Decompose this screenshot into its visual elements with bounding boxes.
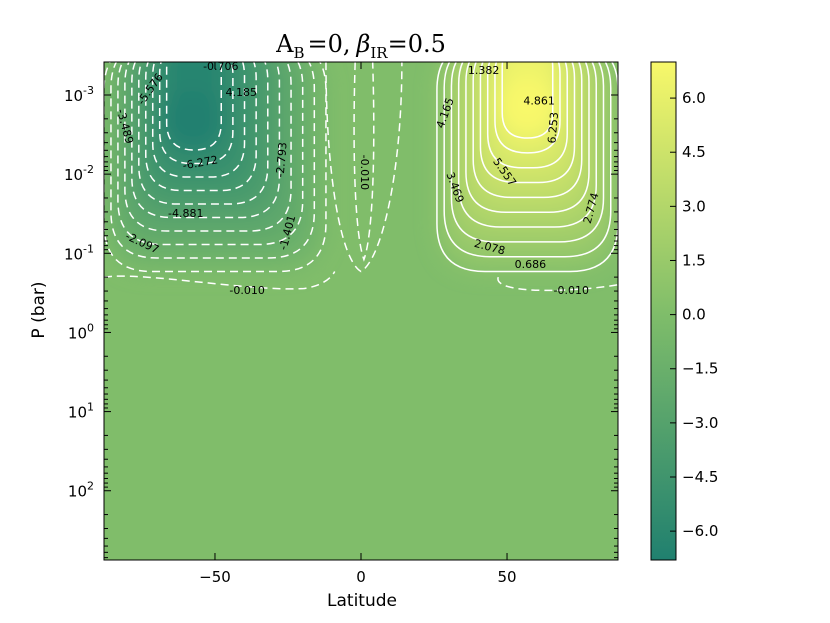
contour-label: -0.706 (203, 60, 238, 73)
colorbar-ticks: 6.0 4.5 3.0 1.5 0.0 −1.5 −3.0 −4.5 −6.0 (670, 89, 718, 540)
y-tick-label: 102 (68, 480, 94, 501)
contour-label: 1.382 (468, 64, 500, 77)
x-axis: −50 0 50 (199, 62, 517, 586)
contour-label: 0.686 (515, 258, 547, 271)
y-axis-label: P (bar) (29, 281, 49, 338)
y-tick-label: 10-1 (64, 242, 94, 263)
contour-label: 4.861 (523, 94, 555, 107)
x-tick-label: 50 (497, 568, 516, 586)
colorbar: 6.0 4.5 3.0 1.5 0.0 −1.5 −3.0 −4.5 −6.0 (650, 61, 718, 561)
colorbar-tick-label: 4.5 (682, 143, 706, 161)
x-axis-label: Latitude (327, 591, 397, 611)
colorbar-tick-label: 0.0 (682, 306, 706, 324)
equatorial-band-contour (325, 62, 403, 273)
contour-label: -2.793 (274, 142, 290, 178)
plot-area: -0.706-5.576 4.185-3.489-6.272 -2.793-4.88… (64, 60, 619, 586)
colorbar-tick-label: 3.0 (682, 197, 706, 215)
x-tick-label: −50 (199, 568, 231, 586)
contour-label: -0.010 (554, 284, 589, 297)
y-tick-label: 101 (68, 401, 94, 422)
y-tick-label: 10-3 (64, 84, 94, 105)
southern-cell-fill (104, 62, 326, 272)
northern-cell-fill (436, 62, 618, 272)
contour-label: -0.010 (229, 284, 264, 297)
chart-title: AB =0, βIR=0.5 (275, 30, 446, 62)
x-tick-label: 0 (356, 568, 366, 586)
colorbar-tick-label: −4.5 (682, 468, 718, 486)
colorbar-tick-label: 6.0 (682, 89, 706, 107)
colorbar-tick-label: −3.0 (682, 414, 718, 432)
contour-label: -4.881 (168, 207, 203, 220)
contour-label: -6.272 (182, 153, 219, 172)
contour-label: -0.010 (358, 155, 371, 190)
colorbar-gradient (650, 61, 677, 561)
colorbar-tick-label: 1.5 (682, 251, 706, 269)
y-axis: 10-3 10-2 10-1 100 101 102 (64, 84, 618, 559)
colorbar-tick-label: −6.0 (682, 522, 718, 540)
contour-label: 6.253 (545, 112, 561, 145)
zero-contours (104, 271, 618, 292)
y-tick-label: 10-2 (64, 163, 94, 184)
contour-lines-layer (104, 62, 618, 292)
contour-label: 4.185 (226, 86, 258, 99)
colorbar-tick-label: −1.5 (682, 360, 718, 378)
y-tick-label: 100 (68, 321, 94, 342)
